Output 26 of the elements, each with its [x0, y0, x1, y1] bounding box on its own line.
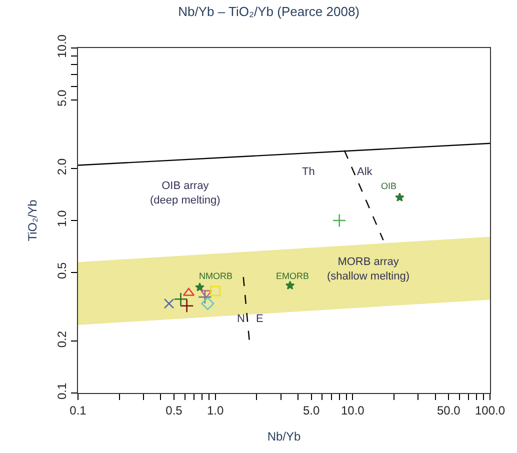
- y-tick-label: 10.0: [55, 34, 70, 58]
- annotation: OIB: [381, 181, 397, 191]
- x-axis-title: Nb/Yb: [267, 429, 301, 444]
- annotation: MORB array (shallow melting): [327, 256, 410, 282]
- y-tick-label: 0.2: [55, 330, 70, 348]
- y-tick-label: 0.5: [55, 262, 70, 279]
- x-tick-label: 100.0: [474, 403, 506, 418]
- annotation: Alk: [357, 166, 373, 178]
- annotation: EMORB: [276, 271, 310, 281]
- y-tick-label: 2.0: [55, 158, 70, 176]
- x-tick-label: 0.5: [166, 403, 183, 418]
- y-tick-label: 1.0: [55, 210, 70, 228]
- x-tick-label: 0.1: [70, 403, 87, 418]
- chart-title: Nb/Yb – TiO₂/Yb (Pearce 2008): [178, 4, 360, 19]
- y-tick-label: 0.1: [55, 382, 70, 400]
- x-tick-label: 50.0: [436, 403, 461, 418]
- annotation: OIB array (deep melting): [150, 180, 220, 206]
- y-axis-title: TiO₂/Yb: [26, 199, 40, 242]
- annotation: Th: [302, 166, 315, 178]
- y-tick-label: 5.0: [55, 89, 70, 106]
- annotation: E: [256, 313, 264, 325]
- x-tick-label: 1.0: [206, 403, 224, 418]
- annotation: NMORB: [199, 271, 232, 281]
- annotation: N: [237, 313, 245, 325]
- x-tick-label: 10.0: [340, 403, 365, 418]
- x-tick-label: 5.0: [302, 403, 320, 418]
